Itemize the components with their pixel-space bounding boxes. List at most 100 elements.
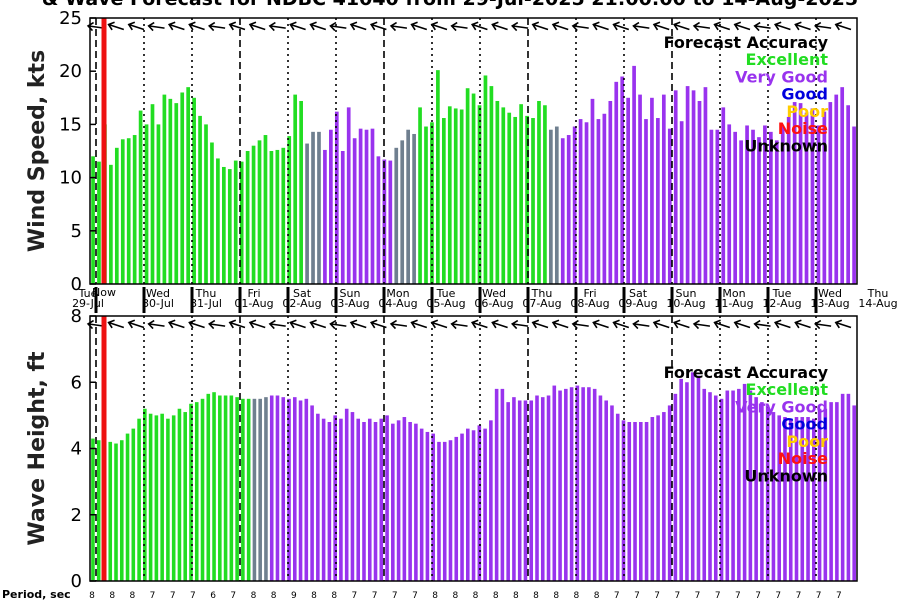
bar [356, 418, 361, 581]
period-value: 8 [594, 591, 600, 600]
bar [614, 81, 619, 284]
bar [448, 440, 453, 581]
bar [239, 161, 244, 284]
day-label: Thu [195, 287, 217, 300]
bar [466, 428, 470, 582]
period-value: 8 [432, 591, 438, 600]
wind-arrow-icon [612, 21, 630, 31]
wind-arrow-shaft [653, 321, 670, 329]
wind-arrow-shaft [411, 23, 428, 31]
bar [174, 103, 179, 285]
bar [126, 138, 131, 284]
bar [513, 116, 518, 284]
legend-entry: Unknown [744, 137, 828, 156]
wind-arrow-head [773, 319, 782, 329]
bar [460, 433, 464, 581]
bar [569, 387, 574, 581]
wind-arrow-shaft [269, 25, 286, 29]
wind-arrow-shaft [451, 323, 468, 327]
wind-arrow-icon [834, 319, 852, 329]
wind-arrow-icon [188, 319, 205, 329]
date-band-separator [94, 287, 98, 313]
bar [633, 422, 637, 581]
bar [186, 87, 191, 284]
legend-entry: Poor [786, 432, 828, 451]
wind-arrow-shaft [229, 321, 246, 329]
bar [639, 422, 643, 581]
date-label: 06-Aug [474, 297, 513, 310]
wind-arrow-shaft [714, 23, 731, 31]
date-band-separator [334, 287, 338, 313]
wind-arrow-head [248, 21, 257, 31]
wind-arrow-head [773, 21, 782, 31]
bar [373, 422, 378, 581]
y-tick-label: 2 [71, 505, 82, 526]
wind-arrow-head [632, 21, 640, 32]
bar [204, 124, 208, 285]
wind-arrow-shaft [492, 321, 508, 329]
wind-arrow-shaft [189, 321, 205, 329]
period-value: 8 [493, 591, 499, 600]
wind-arrow-head [834, 319, 843, 329]
wind-arrow-head [531, 21, 540, 31]
period-value: 7 [735, 591, 741, 600]
y-tick-label: 10 [59, 168, 82, 189]
wind-arrow-head [289, 319, 297, 329]
bar [644, 119, 648, 284]
bar [656, 415, 660, 582]
wind-arrow-shaft [653, 23, 670, 31]
bar [661, 94, 666, 284]
bar [483, 75, 488, 285]
bar [459, 109, 464, 284]
wind-arrow-icon [592, 319, 609, 329]
bar [696, 375, 701, 582]
period-value: 7 [755, 591, 761, 600]
period-value: 7 [412, 591, 418, 600]
period-value: 7 [634, 591, 640, 600]
wind-arrow-shaft [774, 23, 791, 31]
wind-arrow-shaft [209, 25, 226, 29]
wind-arrow-shaft [249, 321, 266, 329]
bar [572, 126, 577, 284]
wind-arrow-icon [228, 319, 246, 329]
wind-arrow-head [491, 319, 499, 329]
day-label: Fri [247, 287, 260, 300]
bar [150, 104, 155, 285]
bar [251, 145, 256, 284]
wind-arrow-head [794, 21, 802, 31]
bar [852, 126, 856, 284]
wind-arrow-shaft [431, 321, 448, 329]
period-value: 8 [533, 591, 539, 600]
wind-arrow-icon [470, 21, 488, 31]
now-label: Now [92, 286, 116, 299]
bar [537, 100, 541, 285]
wind-arrow-shaft [835, 321, 852, 329]
date-label: 29-Jul [72, 297, 104, 310]
wind-arrow-head [289, 21, 297, 31]
wind-arrow-icon [491, 319, 508, 329]
bar [275, 395, 280, 581]
bar [263, 135, 268, 284]
wind-arrow-icon [329, 319, 347, 330]
bar [751, 129, 755, 284]
wind-arrow-head [794, 319, 802, 329]
bar [546, 395, 551, 581]
wind-arrow-shaft [613, 23, 630, 31]
bar [246, 398, 251, 581]
wind-arrow-head [309, 21, 317, 31]
wind-arrow-shaft [390, 25, 408, 29]
wind-arrow-icon [592, 21, 609, 31]
bar [495, 100, 500, 285]
plot-frame [89, 17, 858, 285]
wind-arrow-icon [834, 21, 852, 31]
wind-arrow-head [167, 319, 176, 329]
period-value: 7 [775, 591, 781, 600]
period-value: 7 [614, 591, 620, 600]
bar [223, 395, 228, 581]
wind-arrow-head [652, 21, 661, 31]
chart-title: & Wave Forecast for NDBC 41040 from 29-J… [0, 0, 900, 10]
wind-arrow-icon [692, 21, 711, 32]
bar [125, 433, 130, 581]
wind-arrow-head [107, 21, 115, 31]
bar [419, 428, 424, 582]
